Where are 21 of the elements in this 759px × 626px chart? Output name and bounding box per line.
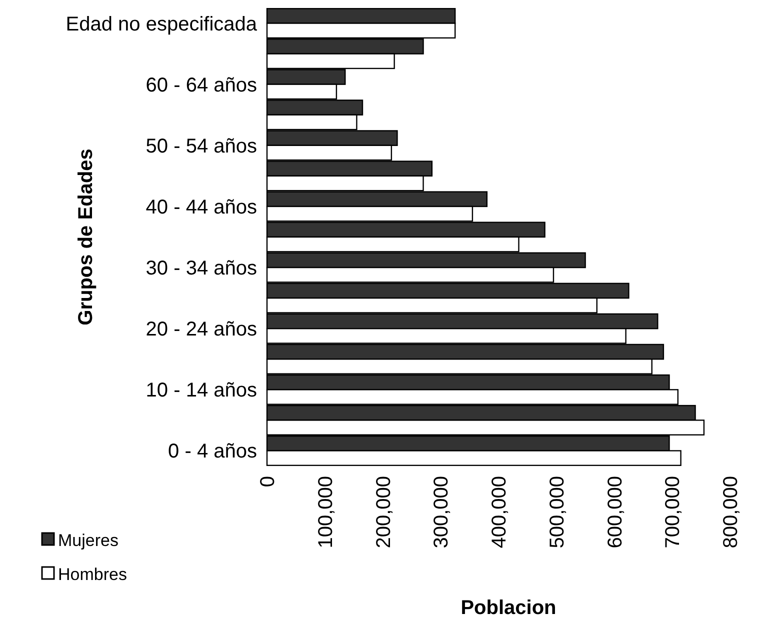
- y-tick-label: 50 - 54 años: [146, 135, 257, 158]
- legend-label: Hombres: [58, 564, 127, 584]
- x-tick-label: 200,000: [372, 476, 395, 548]
- x-tick-label: 0: [257, 476, 279, 488]
- legend-label: Mujeres: [58, 530, 118, 550]
- x-tick-label: 100,000: [314, 476, 337, 548]
- x-tick-label: 400,000: [488, 476, 510, 548]
- x-tick-label: 700,000: [662, 476, 684, 548]
- x-axis-title: Poblacion: [460, 597, 556, 619]
- y-axis-title: Grupos de Edades: [75, 148, 97, 326]
- y-tick-label: 0 - 4 años: [168, 440, 257, 463]
- x-tick-label: 600,000: [604, 476, 626, 548]
- y-tick-label: Edad no especificada: [66, 13, 258, 36]
- y-tick-label: 20 - 24 años: [146, 318, 257, 341]
- y-tick-label: 40 - 44 años: [146, 196, 257, 218]
- x-tick-label: 300,000: [430, 476, 453, 548]
- x-tick-label: 500,000: [546, 476, 568, 548]
- y-tick-label: 60 - 64 años: [146, 74, 257, 96]
- x-tick-label: 800,000: [720, 476, 742, 548]
- y-tick-label: 10 - 14 años: [146, 380, 257, 402]
- y-tick-label: 30 - 34 años: [146, 258, 257, 280]
